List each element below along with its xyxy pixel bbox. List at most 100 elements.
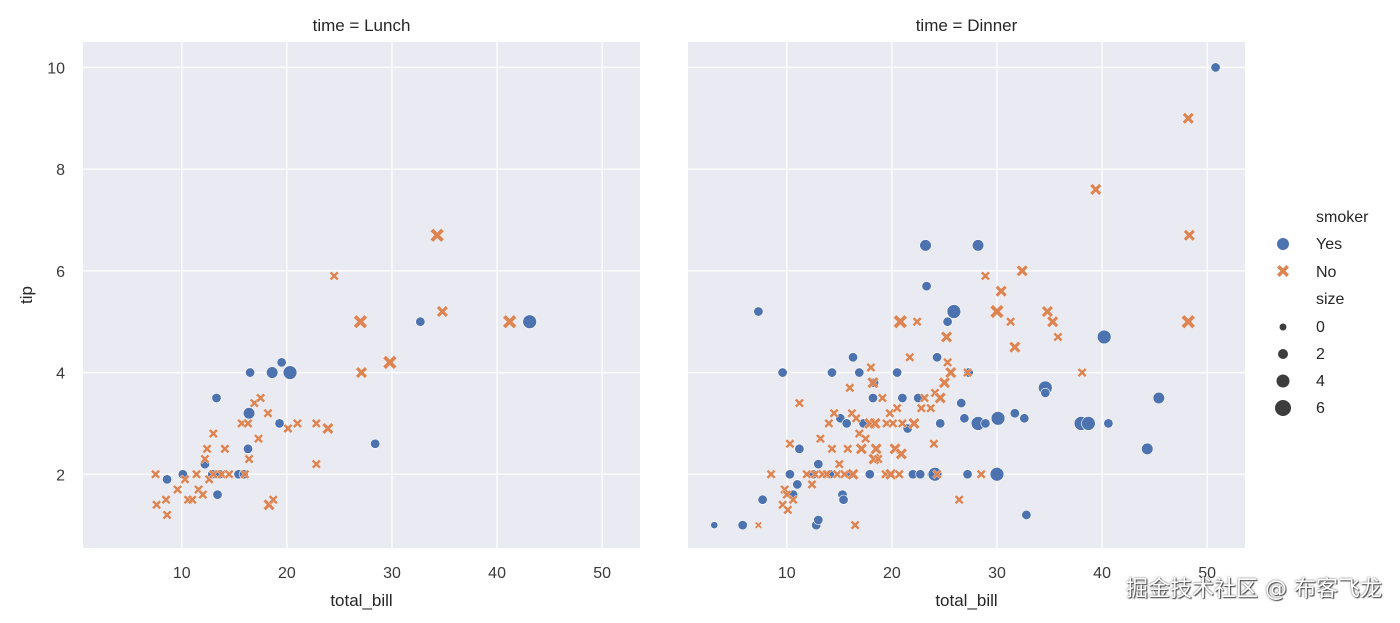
point-smoker-yes [959, 413, 970, 424]
point-smoker-no [161, 494, 172, 505]
scatter-points [710, 62, 1221, 531]
x-tick-label: 50 [1198, 565, 1216, 582]
point-smoker-yes [212, 489, 223, 500]
point-smoker-no [904, 352, 915, 363]
point-smoker-no [355, 366, 368, 379]
point-smoker-no [311, 418, 322, 429]
point-smoker-no [944, 366, 957, 379]
point-smoker-no [873, 454, 884, 464]
point-smoker-yes [921, 281, 932, 292]
point-smoker-yes [757, 494, 768, 505]
legend-no-marker [1277, 265, 1289, 277]
point-smoker-no [429, 228, 445, 243]
point-smoker-no [243, 418, 253, 429]
legend-size-2-label: 2 [1316, 346, 1325, 363]
legend-size-6-marker [1275, 400, 1291, 416]
point-smoker-no [894, 469, 905, 480]
legend-yes-marker [1277, 238, 1289, 250]
point-smoker-no [292, 418, 303, 429]
point-smoker-no [1046, 315, 1059, 328]
point-smoker-no [208, 428, 219, 439]
panel-lunch: time = Lunch 10 20 30 40 50 2 4 6 8 10 total_bil… [47, 16, 640, 610]
point-smoker-no [919, 392, 930, 403]
point-smoker-yes [942, 316, 953, 327]
point-smoker-no [925, 403, 936, 414]
point-smoker-no [829, 408, 840, 419]
point-smoker-no [329, 270, 340, 281]
point-smoker-yes [245, 367, 256, 378]
point-smoker-no [980, 270, 991, 281]
point-smoker-yes [276, 357, 287, 368]
legend-size-4-marker [1276, 374, 1290, 388]
y-tick-label: 8 [56, 162, 65, 179]
point-smoker-no [892, 403, 903, 414]
point-smoker-yes [932, 352, 943, 363]
point-smoker-no [844, 382, 855, 393]
scatter-points [150, 228, 537, 520]
legend: smoker Yes No size 0 2 4 6 [1275, 209, 1369, 417]
point-smoker-no [255, 392, 266, 403]
point-smoker-no [851, 413, 862, 424]
point-smoker-yes [946, 304, 962, 319]
point-smoker-no [868, 417, 882, 430]
point-smoker-yes [915, 469, 926, 480]
point-smoker-no [866, 376, 880, 389]
legend-size-0-label: 0 [1316, 319, 1325, 336]
panel-dinner: time = Dinner 10 20 30 40 50 total_bill [688, 16, 1245, 610]
point-smoker-no [321, 422, 334, 435]
point-smoker-yes [989, 467, 1005, 482]
point-smoker-no [938, 376, 951, 389]
point-smoker-no [219, 443, 230, 454]
x-tick-label: 30 [988, 565, 1006, 582]
point-smoker-no [850, 520, 861, 531]
point-smoker-no [1016, 264, 1029, 277]
point-smoker-no [884, 408, 895, 419]
point-smoker-no [907, 417, 921, 430]
point-smoker-no [895, 447, 908, 461]
point-smoker-no [928, 438, 939, 449]
point-smoker-no [179, 474, 190, 485]
point-smoker-no [239, 469, 250, 480]
point-smoker-no [855, 442, 868, 455]
point-smoker-yes [794, 443, 805, 454]
point-smoker-yes [1009, 408, 1020, 419]
point-smoker-no [897, 418, 908, 429]
point-smoker-no [942, 357, 953, 368]
point-smoker-no [815, 433, 826, 444]
point-smoker-yes [266, 366, 279, 379]
axes-background [688, 42, 1245, 548]
point-smoker-yes [892, 367, 903, 378]
point-smoker-no [807, 479, 817, 490]
x-tick-label: 10 [173, 565, 191, 582]
point-smoker-no [823, 418, 834, 429]
y-axis-label: tip [17, 286, 36, 304]
point-smoker-yes [962, 469, 973, 480]
point-smoker-no [282, 423, 293, 434]
x-tick-labels: 10 20 30 40 50 [173, 565, 611, 582]
point-smoker-yes [813, 515, 824, 526]
point-smoker-no [794, 398, 805, 409]
point-smoker-yes [710, 521, 719, 530]
point-smoker-yes [980, 418, 991, 429]
axes-background [83, 42, 640, 548]
point-smoker-yes [1021, 509, 1032, 520]
point-smoker-yes [242, 443, 253, 454]
watermark: 掘金技术社区 @ 布客飞龙 [1126, 577, 1382, 602]
grid-lines [83, 42, 640, 548]
point-smoker-yes [282, 365, 298, 380]
y-tick-labels: 2 4 6 8 10 [47, 60, 65, 484]
point-smoker-yes [956, 398, 967, 409]
point-smoker-no [954, 494, 965, 505]
point-smoker-no [150, 469, 161, 480]
point-smoker-no [766, 469, 777, 480]
point-smoker-no [934, 391, 947, 405]
point-smoker-no [912, 316, 923, 327]
point-smoker-no [826, 443, 837, 454]
point-smoker-no [842, 443, 853, 454]
point-smoker-no [1041, 305, 1054, 318]
point-smoker-no [199, 454, 210, 464]
point-smoker-yes [753, 306, 764, 317]
point-smoker-yes [897, 392, 908, 403]
x-tick-label: 50 [593, 565, 611, 582]
panel-title: time = Lunch [313, 16, 411, 35]
